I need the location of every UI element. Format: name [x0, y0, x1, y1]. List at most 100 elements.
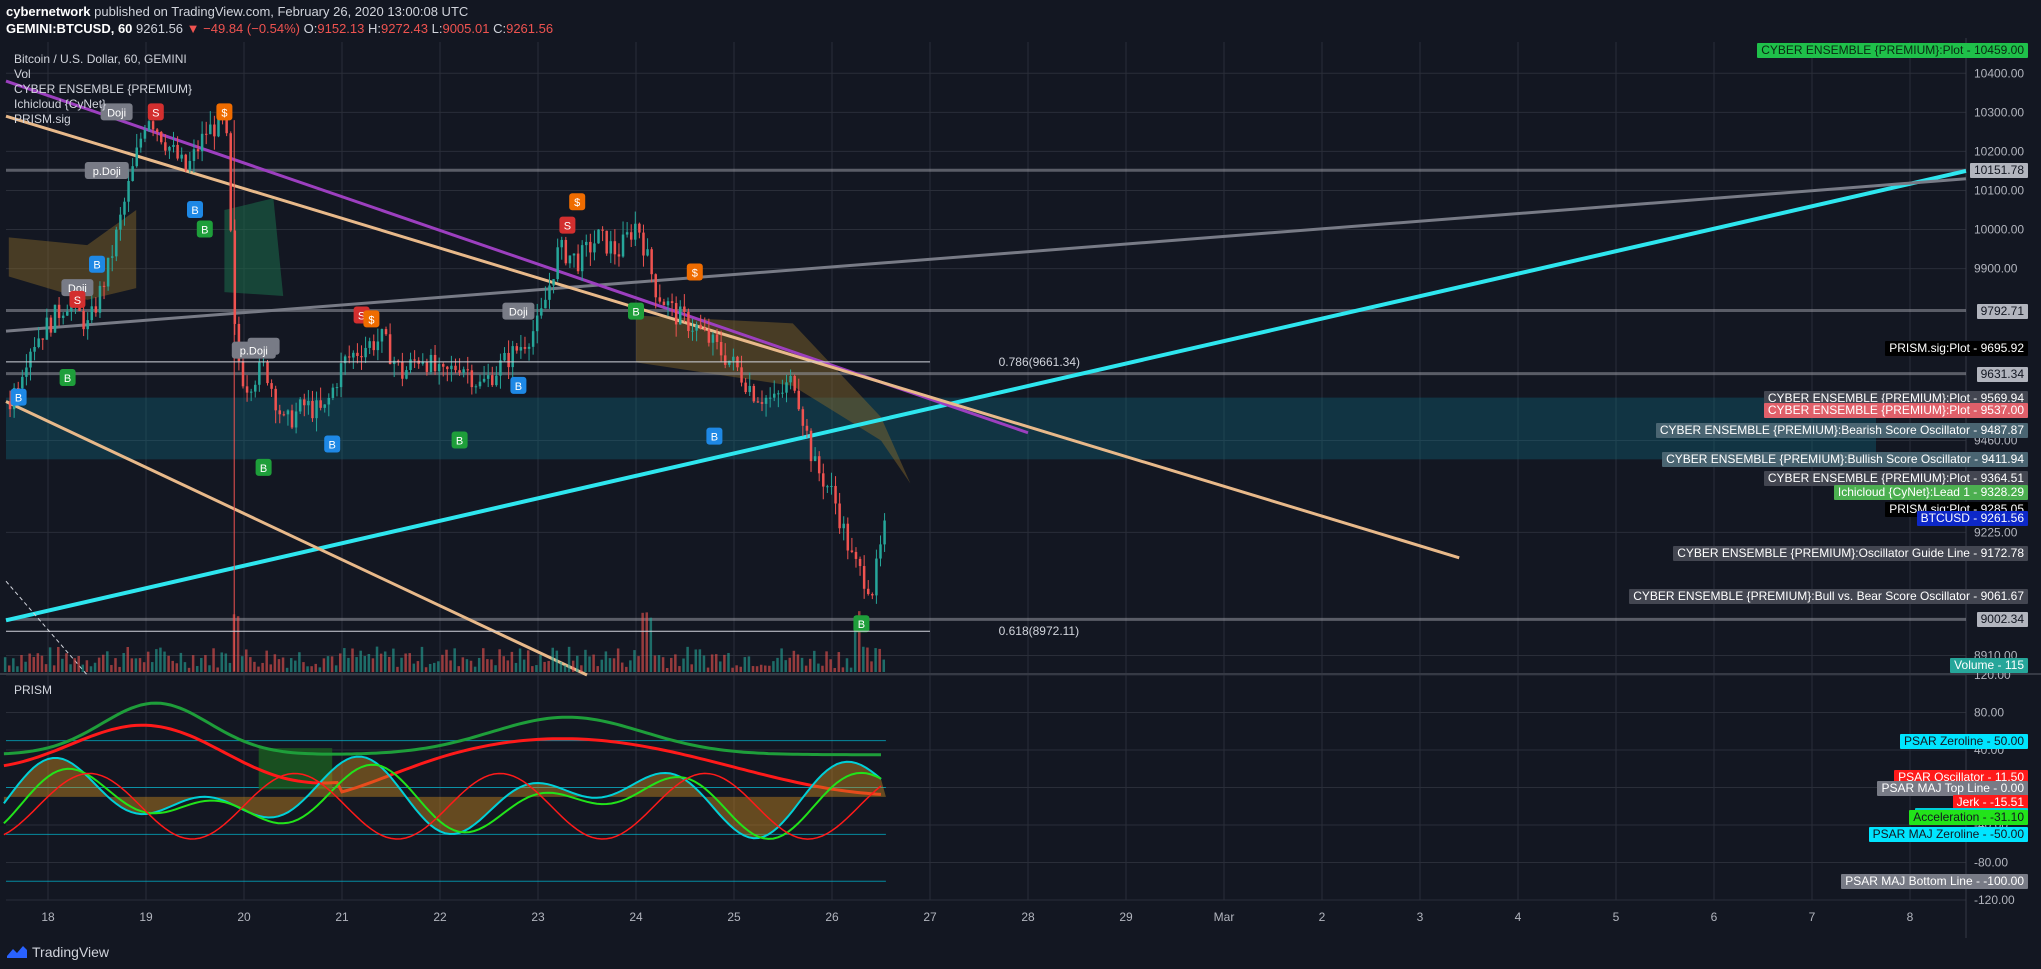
volume-bar	[212, 648, 215, 672]
volume-bar	[97, 657, 101, 672]
volume-bar	[375, 646, 379, 672]
candle-body	[409, 359, 412, 371]
signal-label: B	[456, 436, 463, 448]
candle-body	[360, 355, 363, 358]
fib-label: 0.618(8972.11)	[999, 624, 1080, 638]
volume-bar	[163, 651, 166, 672]
symbol-label[interactable]: GEMINI:BTCUSD, 60	[6, 21, 133, 36]
volume-bar	[424, 667, 428, 672]
signal-badge	[451, 431, 468, 449]
candle-body	[768, 397, 772, 399]
legend-item[interactable]: Vol	[14, 67, 31, 81]
volume-bar	[52, 665, 56, 672]
signal-badge	[196, 220, 213, 238]
candle-body	[862, 566, 866, 589]
candle-body	[817, 456, 821, 474]
signal-badge	[363, 310, 380, 328]
candle-body	[303, 399, 306, 406]
legend-item[interactable]: CYBER ENSEMBLE {PREMIUM}	[14, 82, 193, 96]
volume-bar	[674, 654, 677, 672]
high-label: H:	[368, 21, 381, 36]
volume-bar	[833, 667, 836, 672]
volume-bars	[3, 611, 886, 672]
price-label: CYBER ENSEMBLE {PREMIUM}:Plot - 9364.51	[1763, 470, 2028, 486]
candle-body	[421, 361, 425, 364]
candle-body	[695, 324, 698, 331]
candle-body	[801, 409, 805, 426]
candle-body	[866, 588, 870, 595]
candle-body	[764, 397, 768, 404]
candle-body	[875, 558, 878, 596]
candle-body	[842, 523, 845, 529]
signal-badge	[255, 458, 272, 476]
signal-label: B	[515, 381, 522, 393]
price-label: PSAR MAJ Zeroline - -50.00	[1868, 827, 2028, 843]
volume-bar	[616, 648, 620, 672]
volume-bar	[555, 650, 559, 672]
candle-body	[871, 594, 874, 596]
signal-label: $	[574, 197, 580, 209]
signal-badge	[187, 201, 203, 219]
open-label: O:	[303, 21, 318, 36]
price-label: CYBER ENSEMBLE {PREMIUM}:Oscillator Guid…	[1673, 545, 2028, 561]
signal-badge	[61, 279, 94, 297]
volume-bar	[482, 648, 485, 672]
candle-body	[826, 486, 829, 488]
candle-body	[760, 402, 764, 404]
author-name[interactable]: cybernetwork	[6, 4, 91, 19]
volume-bar	[588, 656, 591, 672]
price-change: −49.84 (−0.54%)	[203, 21, 301, 36]
volume-bar	[461, 657, 465, 672]
time-tick: 26	[825, 910, 839, 924]
volume-bar	[739, 666, 742, 672]
volume-bar	[878, 648, 881, 672]
candle-body	[523, 347, 527, 349]
signal-badge	[147, 103, 164, 121]
change-down-icon: ▼	[186, 21, 200, 36]
candle-body	[617, 254, 621, 257]
volume-bar	[600, 659, 604, 672]
volume-bar	[32, 657, 36, 672]
candle-body	[147, 121, 151, 130]
signal-badge	[84, 161, 129, 179]
candle-body	[593, 243, 596, 253]
legend-item[interactable]: Bitcoin / U.S. Dollar, 60, GEMINI	[14, 52, 187, 66]
legend-item[interactable]: Ichicloud {CyNet}	[14, 97, 107, 111]
volume-bar	[93, 662, 97, 672]
signal-label: S	[358, 311, 365, 323]
volume-bar	[678, 666, 681, 672]
volume-bar	[200, 657, 203, 672]
signal-label: $	[221, 107, 227, 119]
volume-bar	[326, 656, 330, 672]
candle-body	[115, 229, 118, 257]
candle-body	[160, 131, 163, 143]
volume-bar	[416, 661, 420, 672]
tradingview-logo[interactable]: TradingView	[6, 944, 109, 960]
candle-body	[200, 133, 204, 152]
volume-bar	[114, 658, 117, 672]
candle-body	[397, 360, 400, 362]
candle-body	[57, 304, 61, 318]
volume-bar	[817, 663, 820, 672]
price-label: CYBER ENSEMBLE {PREMIUM}:Plot - 9537.00	[1763, 403, 2028, 419]
volume-bar	[126, 646, 129, 672]
candle-body	[552, 279, 555, 286]
prism-title[interactable]: PRISM	[14, 683, 53, 697]
volume-bar	[735, 665, 738, 672]
volume-bar	[535, 665, 538, 672]
volume-bar	[388, 656, 391, 672]
volume-bar	[657, 655, 661, 672]
tan-trendline-lower	[5, 400, 588, 677]
time-tick: 19	[139, 910, 153, 924]
volume-bar	[412, 663, 416, 672]
volume-bar	[101, 654, 105, 672]
volume-bar	[727, 653, 730, 672]
candle-body	[658, 297, 662, 302]
candle-body	[740, 367, 743, 383]
cyan-trendline	[5, 168, 1967, 623]
price-chart[interactable]: p.DojiDojiDojip.DojiDojiDojiSSSS$$$$BBBB…	[0, 38, 2041, 938]
candle-body	[609, 241, 613, 254]
tan-trendline-upper	[5, 114, 1460, 560]
candle-body	[352, 352, 355, 358]
legend-item[interactable]: PRISM.sig	[14, 112, 71, 126]
